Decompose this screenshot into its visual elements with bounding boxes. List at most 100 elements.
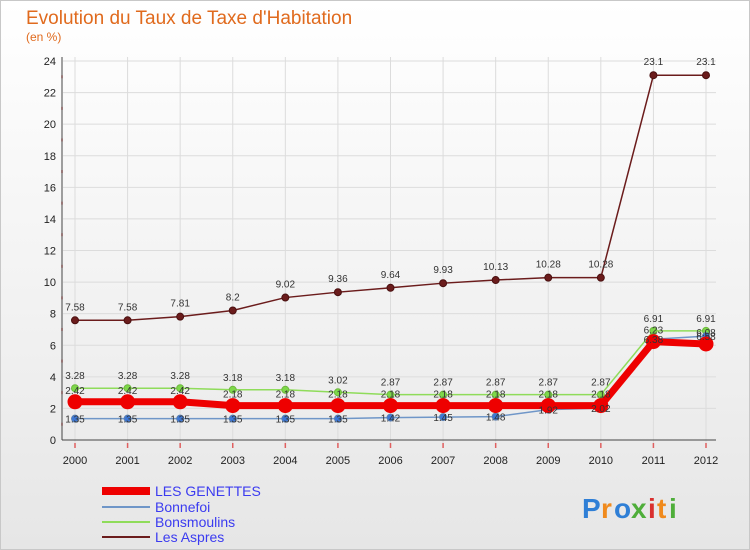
data-label: 6.91 bbox=[696, 314, 716, 325]
data-label: 1.92 bbox=[539, 406, 559, 417]
data-label: 2.42 bbox=[65, 386, 85, 397]
data-label: 2.18 bbox=[328, 390, 348, 401]
data-label: 1.35 bbox=[276, 415, 296, 426]
data-point bbox=[386, 413, 395, 422]
data-label: 2.18 bbox=[381, 390, 401, 401]
data-point bbox=[176, 414, 185, 423]
x-tick-label: 2001 bbox=[115, 455, 139, 467]
data-label: 10.28 bbox=[588, 260, 613, 271]
y-tick-label: 6 bbox=[50, 340, 56, 352]
y-tick-label: 2 bbox=[50, 403, 56, 415]
legend-label: LES GENETTES bbox=[155, 483, 261, 499]
chart-title: Evolution du Taux de Taxe d'Habitation bbox=[26, 8, 352, 29]
logo-letter: P bbox=[582, 493, 601, 524]
data-label: 2.18 bbox=[539, 390, 559, 401]
data-label: 10.28 bbox=[536, 260, 561, 271]
data-label: 7.81 bbox=[170, 299, 190, 310]
x-tick-label: 2012 bbox=[694, 455, 718, 467]
x-tick-label: 2005 bbox=[326, 455, 350, 467]
series-layer bbox=[67, 71, 714, 423]
data-point bbox=[435, 398, 451, 414]
data-label: 9.02 bbox=[276, 280, 296, 291]
y-tick-label: 0 bbox=[50, 435, 56, 447]
logo-letter: x bbox=[631, 493, 647, 524]
data-label: 1.42 bbox=[381, 414, 401, 425]
data-point bbox=[123, 316, 132, 325]
data-label: 6.91 bbox=[644, 314, 664, 325]
x-tick-label: 2003 bbox=[221, 455, 245, 467]
x-tick-label: 2010 bbox=[589, 455, 613, 467]
data-label: 2.18 bbox=[276, 390, 296, 401]
data-label: 1.48 bbox=[486, 413, 506, 424]
y-tick-label: 14 bbox=[44, 214, 56, 226]
data-label: 10.13 bbox=[483, 262, 508, 273]
logo-letter: t bbox=[657, 493, 666, 524]
logo-letter: i bbox=[669, 493, 677, 524]
data-point bbox=[491, 276, 500, 285]
logo-letter: i bbox=[648, 493, 656, 524]
data-label: 6.08 bbox=[696, 328, 716, 339]
data-point bbox=[593, 398, 609, 414]
data-point bbox=[172, 394, 188, 410]
data-point bbox=[71, 414, 79, 423]
data-label: 6.23 bbox=[644, 326, 664, 337]
data-point bbox=[71, 384, 79, 393]
x-tick-label: 2006 bbox=[378, 455, 402, 467]
data-label: 2.87 bbox=[433, 378, 453, 389]
data-point bbox=[123, 384, 132, 393]
y-tick-label: 24 bbox=[44, 56, 56, 68]
data-label: 2.42 bbox=[118, 386, 138, 397]
x-tick-label: 2004 bbox=[273, 455, 297, 467]
data-label: 1.35 bbox=[65, 415, 85, 426]
data-point bbox=[228, 414, 237, 423]
data-point bbox=[491, 412, 500, 421]
data-label: 2.18 bbox=[591, 390, 611, 401]
logo-letter: o bbox=[614, 493, 631, 524]
data-label: 9.64 bbox=[381, 270, 401, 281]
data-label: 2.87 bbox=[539, 378, 559, 389]
data-point bbox=[649, 71, 658, 80]
y-tick-label: 18 bbox=[44, 151, 56, 163]
data-labels: 7.58 7.58 7.81 8.2 9.02 9.36 9.64 9.93 10.13 10.2… bbox=[65, 57, 716, 425]
y-tick-label: 16 bbox=[44, 182, 56, 194]
data-label: 7.58 bbox=[65, 302, 85, 313]
data-label: 3.18 bbox=[223, 373, 243, 384]
legend-label: Les Aspres bbox=[155, 529, 224, 545]
data-point bbox=[71, 316, 79, 325]
data-point bbox=[277, 398, 293, 414]
data-point bbox=[540, 398, 556, 414]
legend-label: Bonsmoulins bbox=[155, 514, 235, 530]
x-tick-label: 2000 bbox=[63, 455, 87, 467]
data-point bbox=[386, 283, 395, 292]
data-point bbox=[228, 306, 237, 315]
data-point bbox=[67, 394, 83, 410]
data-label: 6.58 bbox=[696, 332, 716, 343]
data-point bbox=[120, 394, 136, 410]
data-label: 2.18 bbox=[433, 390, 453, 401]
data-label: 3.28 bbox=[118, 371, 138, 382]
y-tick-label: 12 bbox=[44, 246, 56, 258]
chart-subtitle: (en %) bbox=[26, 30, 61, 44]
y-tick-label: 22 bbox=[44, 88, 56, 100]
data-label: 2.02 bbox=[591, 404, 611, 415]
data-point bbox=[439, 413, 448, 422]
data-label: 6.38 bbox=[644, 335, 664, 346]
y-tick-label: 8 bbox=[50, 309, 56, 321]
data-label: 23.1 bbox=[644, 57, 664, 68]
data-point bbox=[439, 279, 448, 288]
logo-letter: r bbox=[601, 493, 612, 524]
data-point bbox=[698, 336, 714, 352]
data-label: 1.35 bbox=[118, 415, 138, 426]
data-label: 1.35 bbox=[328, 415, 348, 426]
data-point bbox=[281, 385, 290, 394]
x-tick-label: 2008 bbox=[483, 455, 507, 467]
data-label: 23.1 bbox=[696, 57, 716, 68]
x-tick-label: 2011 bbox=[642, 455, 666, 467]
data-point bbox=[383, 398, 398, 414]
data-point bbox=[176, 384, 185, 393]
